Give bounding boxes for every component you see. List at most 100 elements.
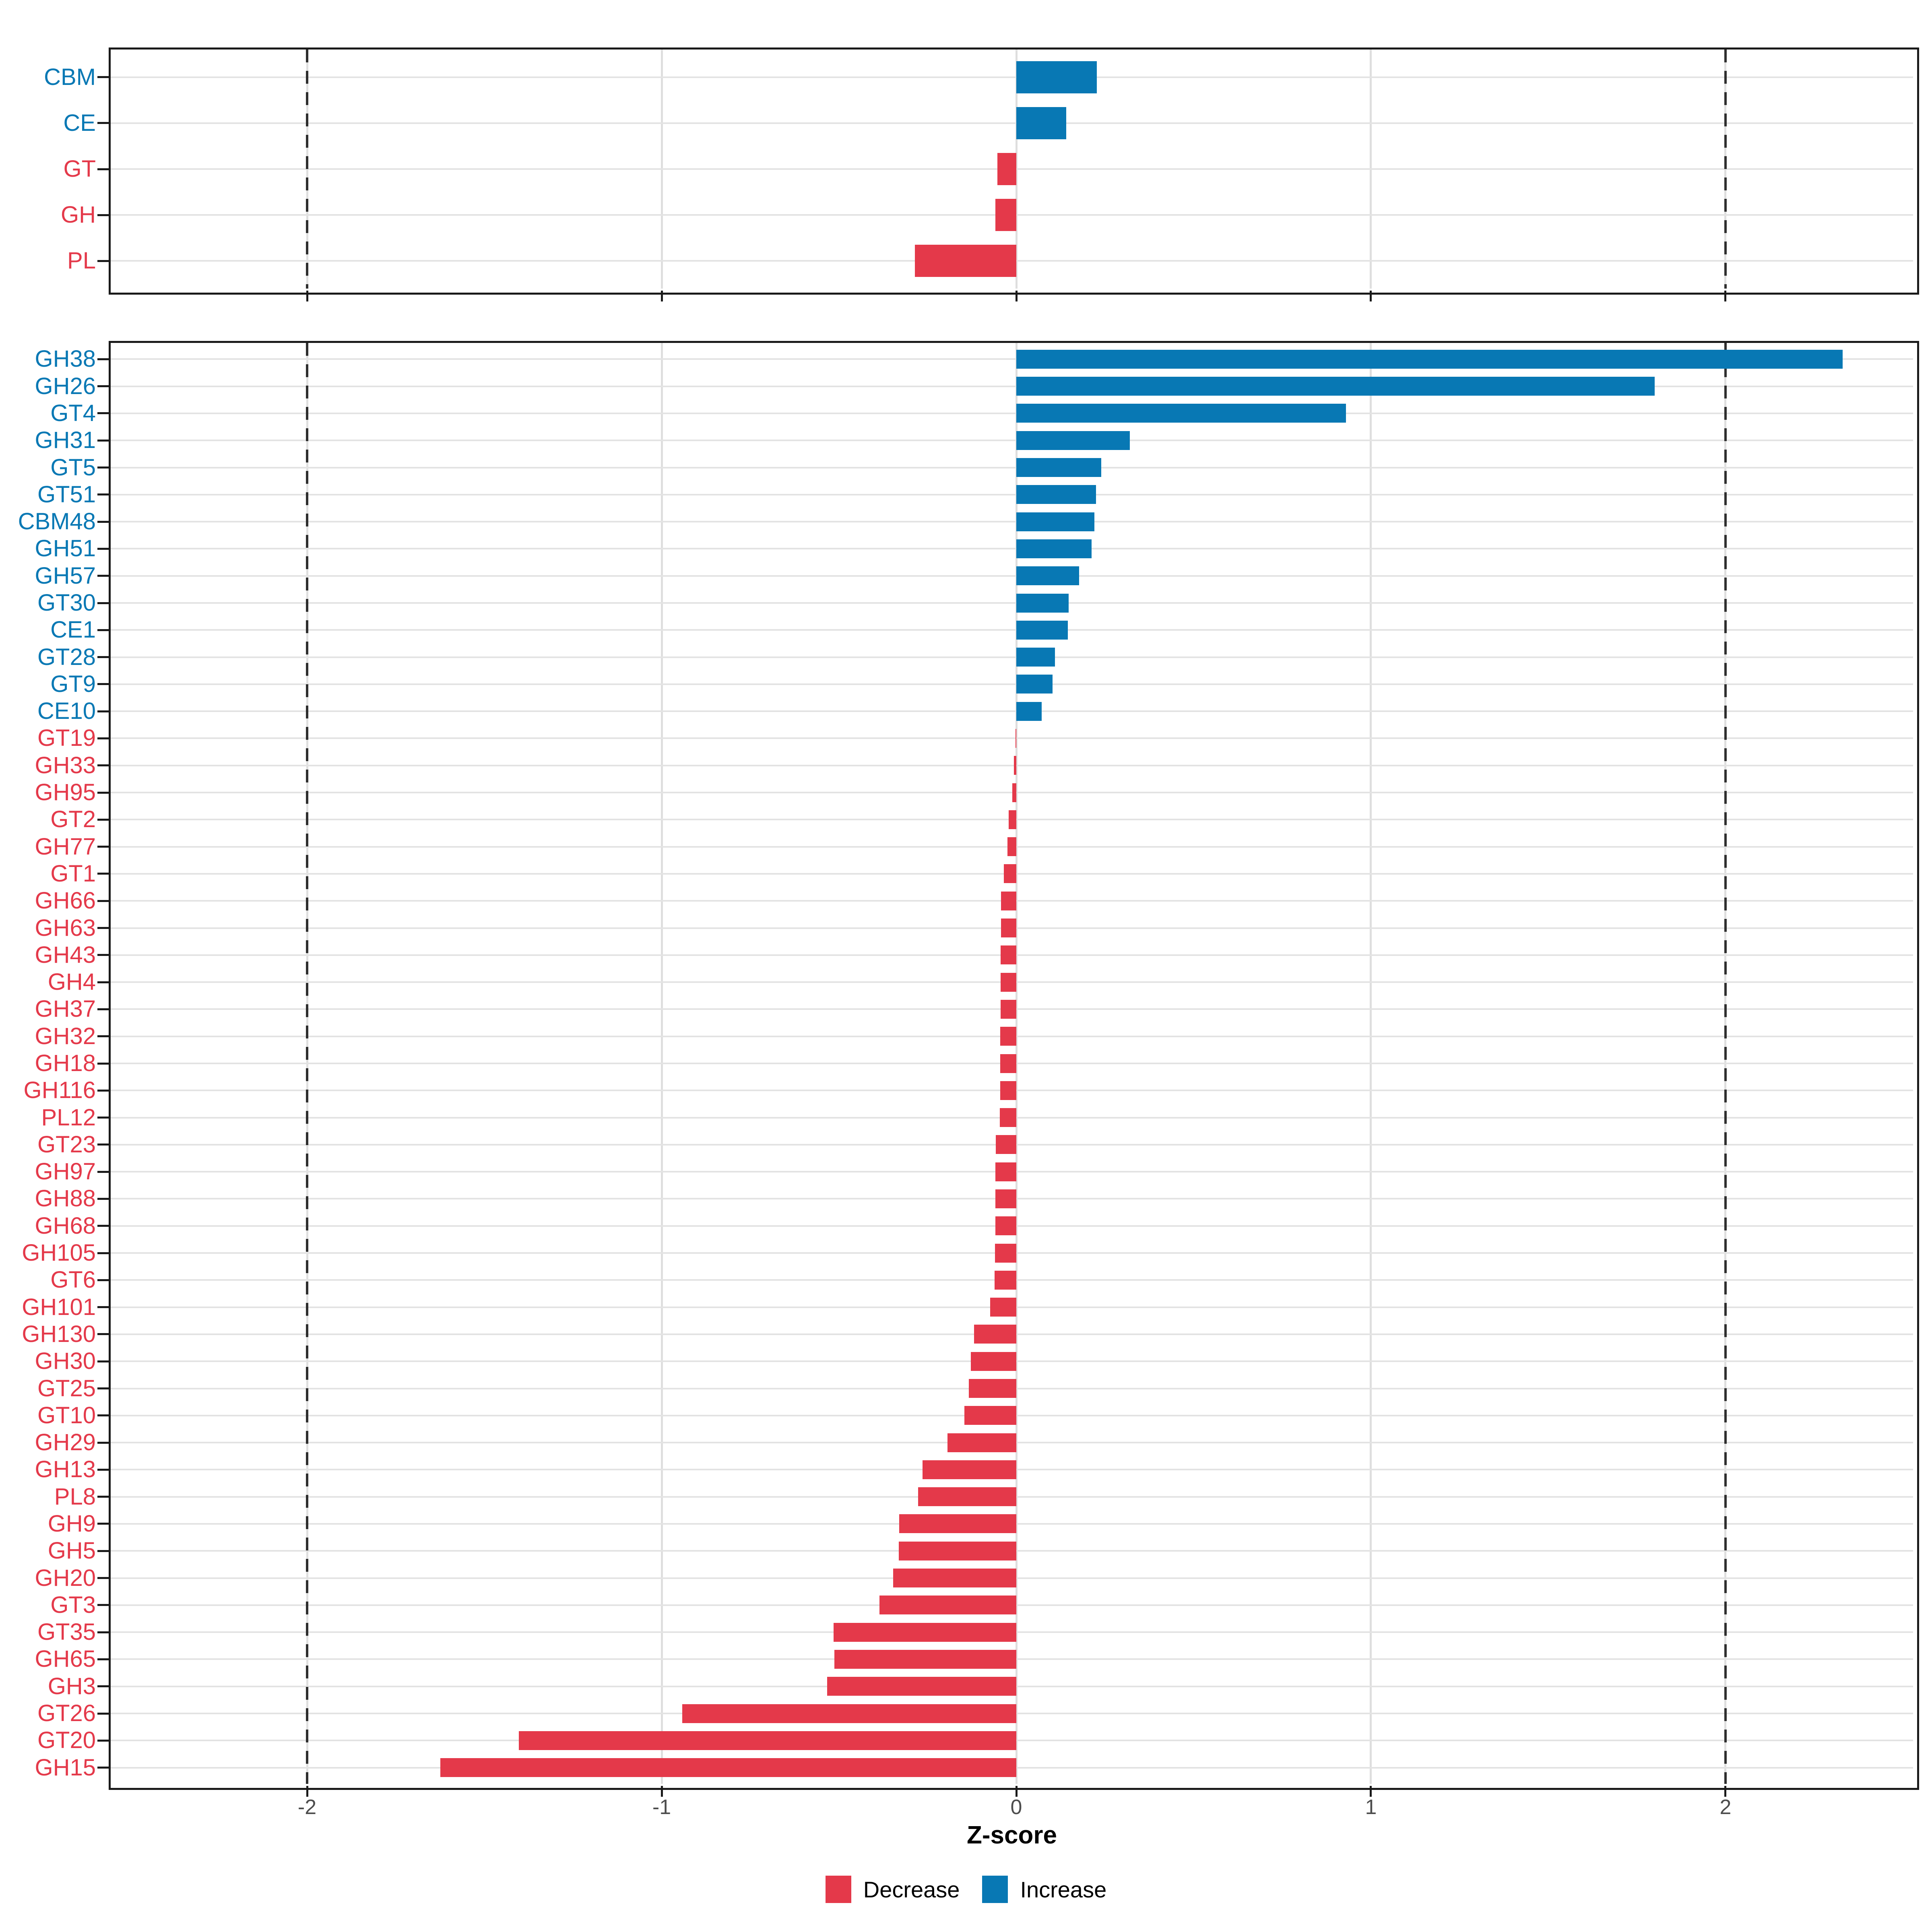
- row-label-GH3: GH3: [47, 1673, 96, 1699]
- y-tick: [97, 1658, 109, 1660]
- row-label-PL: PL: [67, 248, 96, 274]
- bar-GT2: [1008, 810, 1016, 829]
- bar-GT51: [1016, 485, 1096, 504]
- x-tick: [1370, 1786, 1372, 1797]
- panel-family: [109, 341, 1919, 1790]
- bar-CE: [1016, 107, 1067, 139]
- y-tick: [97, 1414, 109, 1417]
- row-label-GH38: GH38: [35, 346, 96, 372]
- row-label-GH97: GH97: [35, 1158, 96, 1185]
- legend-key-decrease-swatch: [825, 1876, 851, 1903]
- y-tick: [97, 385, 109, 388]
- y-tick: [97, 493, 109, 496]
- bar-GH101: [990, 1298, 1016, 1317]
- row-label-GH43: GH43: [35, 941, 96, 968]
- bar-GH105: [995, 1243, 1016, 1263]
- x-tick-label-2: 2: [1719, 1796, 1732, 1819]
- row-label-GH32: GH32: [35, 1023, 96, 1049]
- y-tick: [97, 818, 109, 821]
- row-label-CE10: CE10: [37, 698, 96, 724]
- gridline-h: [111, 656, 1913, 658]
- x-axis-title: Z-score: [967, 1821, 1057, 1849]
- y-tick: [97, 1631, 109, 1633]
- bar-GH26: [1016, 377, 1655, 396]
- row-label-GT3: GT3: [50, 1591, 96, 1618]
- bar-GT25: [968, 1379, 1016, 1398]
- bar-GT10: [964, 1406, 1016, 1425]
- row-label-GH101: GH101: [22, 1294, 96, 1320]
- bar-GH63: [1001, 919, 1016, 938]
- bar-PL: [915, 245, 1016, 277]
- row-label-GH68: GH68: [35, 1212, 96, 1239]
- row-label-GH130: GH130: [22, 1321, 96, 1347]
- bar-GH57: [1016, 566, 1079, 586]
- bar-GH68: [995, 1216, 1016, 1236]
- y-tick: [97, 1062, 109, 1065]
- row-label-GH88: GH88: [35, 1185, 96, 1212]
- bar-GH77: [1007, 837, 1016, 857]
- y-tick: [97, 1279, 109, 1281]
- row-label-CE: CE: [63, 109, 96, 136]
- row-label-GT51: GT51: [37, 481, 96, 508]
- gridline-h: [111, 493, 1913, 495]
- y-tick: [97, 683, 109, 685]
- ref-line-2: [1724, 343, 1727, 1784]
- bar-GH30: [971, 1352, 1016, 1371]
- bar-PL8: [918, 1487, 1016, 1507]
- bar-GH116: [1000, 1081, 1016, 1100]
- row-label-GH29: GH29: [35, 1429, 96, 1456]
- y-tick: [97, 439, 109, 442]
- panel-class: [109, 47, 1919, 295]
- row-label-GH66: GH66: [35, 888, 96, 914]
- bar-GH13: [922, 1460, 1016, 1479]
- row-label-GH77: GH77: [35, 833, 96, 860]
- legend-label-decrease: Decrease: [863, 1876, 960, 1902]
- bar-GH38: [1016, 349, 1843, 369]
- y-tick: [97, 575, 109, 577]
- bar-GH29: [947, 1433, 1016, 1452]
- x-tick: [661, 1786, 663, 1797]
- bar-GH95: [1012, 783, 1016, 802]
- x-tick-label-0: 0: [1010, 1796, 1022, 1819]
- bar-GT26: [682, 1704, 1016, 1723]
- bar-GH97: [995, 1162, 1016, 1181]
- row-label-GT5: GT5: [50, 454, 96, 481]
- y-tick: [97, 1225, 109, 1227]
- y-tick: [97, 1767, 109, 1769]
- gridline-h: [111, 412, 1913, 414]
- row-label-GH63: GH63: [35, 914, 96, 941]
- x-tick: [306, 291, 308, 301]
- bar-GH88: [995, 1189, 1016, 1208]
- y-tick: [97, 927, 109, 929]
- gridline-h: [111, 521, 1913, 523]
- gridline-h: [111, 792, 1913, 794]
- row-label-GT: GT: [63, 156, 96, 182]
- y-tick: [97, 76, 109, 78]
- y-tick: [97, 466, 109, 469]
- legend-label-increase: Increase: [1020, 1876, 1107, 1902]
- bar-GH3: [827, 1677, 1016, 1696]
- gridline-h: [111, 440, 1913, 442]
- y-tick: [97, 1035, 109, 1038]
- row-label-GH33: GH33: [35, 752, 96, 778]
- x-tick: [1015, 291, 1018, 301]
- row-label-GT10: GT10: [37, 1402, 96, 1428]
- row-label-GH31: GH31: [35, 427, 96, 454]
- y-tick: [97, 710, 109, 712]
- gridline-h: [111, 710, 1913, 712]
- bar-GT23: [995, 1135, 1016, 1154]
- bar-GT6: [995, 1270, 1016, 1290]
- bar-GH18: [1000, 1054, 1016, 1073]
- row-label-GT2: GT2: [50, 806, 96, 833]
- legend-key-increase-swatch: [982, 1876, 1008, 1903]
- y-tick: [97, 1333, 109, 1335]
- y-tick: [97, 737, 109, 739]
- x-tick: [1724, 291, 1727, 301]
- gridline-h: [111, 122, 1913, 124]
- y-tick: [97, 900, 109, 902]
- row-label-GT20: GT20: [37, 1727, 96, 1754]
- row-label-GH15: GH15: [35, 1754, 96, 1781]
- bar-GT35: [834, 1622, 1016, 1642]
- gridline-h: [111, 466, 1913, 469]
